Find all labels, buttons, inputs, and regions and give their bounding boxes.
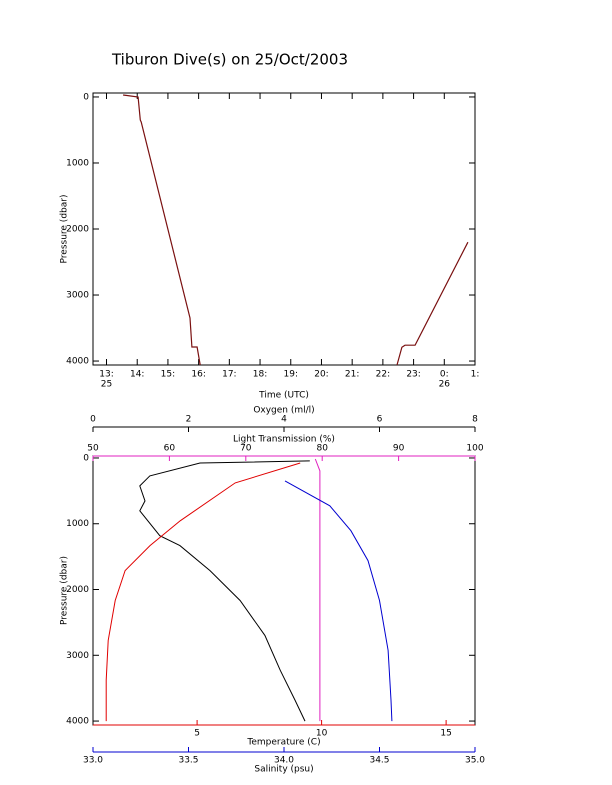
x-tick-label: 33.5 bbox=[178, 756, 198, 766]
x-tick-label: 70 bbox=[240, 444, 252, 454]
x-tick-label: 23: bbox=[406, 370, 420, 380]
data-line bbox=[123, 94, 469, 366]
y-tick-label: 1000 bbox=[66, 519, 89, 529]
profile-line bbox=[314, 458, 321, 722]
x-tick-label: 6 bbox=[377, 415, 383, 425]
x-tick-label: 19: bbox=[284, 370, 298, 380]
x-tick-label: 15 bbox=[440, 729, 451, 739]
x-axis-label: Oxygen (ml/l) bbox=[253, 406, 314, 416]
x-tick-label: 35.0 bbox=[465, 756, 485, 766]
x-axis-label: Temperature (C) bbox=[246, 738, 320, 748]
x-tick-label: 10 bbox=[316, 729, 328, 739]
x-tick-label: 33.0 bbox=[83, 756, 103, 766]
x-axis-label: Light Transmission (%) bbox=[233, 435, 335, 445]
x-tick-label: 80 bbox=[316, 444, 328, 454]
date-label: 26 bbox=[439, 380, 451, 390]
x-tick-label: 16: bbox=[191, 370, 205, 380]
y-axis-label: Pressure (dbar) bbox=[60, 195, 70, 264]
y-axis-label: Pressure (dbar) bbox=[60, 556, 70, 625]
x-tick-label: 15: bbox=[161, 370, 175, 380]
x-tick-label: 13: bbox=[99, 370, 113, 380]
x-axis-label: Time (UTC) bbox=[258, 391, 309, 401]
x-tick-label: 34.5 bbox=[369, 756, 389, 766]
y-tick-label: 2000 bbox=[66, 225, 89, 235]
x-tick-label: 20: bbox=[314, 370, 328, 380]
x-tick-label: 0: bbox=[440, 370, 449, 380]
x-tick-label: 17: bbox=[222, 370, 236, 380]
plot-frame bbox=[92, 455, 476, 726]
date-label: 25 bbox=[101, 380, 112, 390]
x-tick-label: 0 bbox=[90, 415, 96, 425]
x-tick-label: 22: bbox=[376, 370, 390, 380]
x-tick-label: 50 bbox=[87, 444, 99, 454]
y-tick-label: 1000 bbox=[66, 158, 89, 168]
x-tick-label: 60 bbox=[164, 444, 176, 454]
x-tick-label: 100 bbox=[466, 444, 483, 454]
chart-title: Tiburon Dive(s) on 25/Oct/2003 bbox=[111, 51, 348, 69]
x-tick-label: 21: bbox=[345, 370, 359, 380]
x-tick-label: 34.0 bbox=[274, 756, 294, 766]
x-tick-label: 8 bbox=[472, 415, 478, 425]
x-tick-label: 18: bbox=[253, 370, 267, 380]
x-tick-label: 14: bbox=[130, 370, 144, 380]
y-tick-label: 3000 bbox=[66, 291, 89, 301]
x-axis-label: Salinity (psu) bbox=[254, 765, 313, 775]
y-tick-label: 0 bbox=[83, 92, 89, 102]
plot-frame bbox=[92, 92, 476, 366]
x-tick-label: 1: bbox=[471, 370, 480, 380]
x-tick-label: 2 bbox=[186, 415, 192, 425]
y-tick-label: 0 bbox=[83, 453, 89, 463]
profile-line bbox=[105, 462, 301, 722]
y-tick-label: 4000 bbox=[66, 357, 89, 367]
y-tick-label: 4000 bbox=[66, 717, 89, 727]
y-tick-label: 2000 bbox=[66, 585, 89, 595]
x-tick-label: 4 bbox=[281, 415, 287, 425]
profile-line bbox=[284, 480, 393, 722]
x-tick-label: 90 bbox=[393, 444, 405, 454]
profile-line bbox=[139, 460, 310, 722]
x-tick-label: 5 bbox=[194, 729, 200, 739]
y-tick-label: 3000 bbox=[66, 651, 89, 661]
